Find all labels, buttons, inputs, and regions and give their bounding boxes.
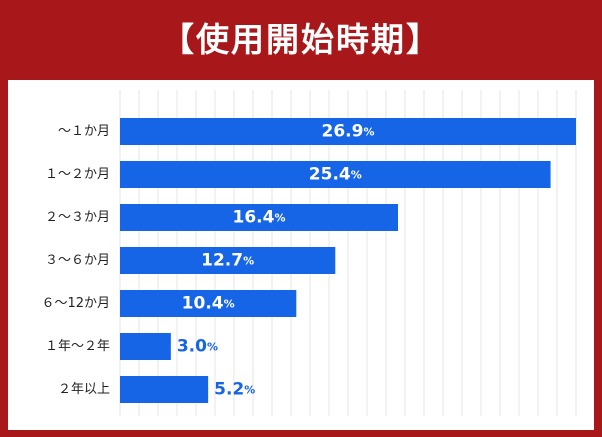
data-label: 16.4% [233,208,286,228]
category-label: ６～12か月 [41,296,110,311]
data-label: 25.4% [309,165,362,185]
bar [120,376,209,403]
category-label: ２～３か月 [45,210,110,225]
bar-chart: ～１か月 26.9% １～２か月 25.4% ２～３か月 16.4% ３～６か月 12.7% ６… [41,90,577,416]
bar [120,204,399,231]
category-label: ～１か月 [58,124,110,139]
bar [120,161,551,188]
bar [120,333,171,360]
category-label: １年～２年 [45,339,110,354]
data-label: 5.2% [214,380,255,400]
data-label: 12.7% [201,251,254,271]
category-label: ３～６か月 [45,253,110,268]
bar [120,290,297,317]
bar [120,247,336,274]
chart-title: 【使用開始時期】 [161,20,441,59]
category-label: ２年以上 [58,382,110,397]
bar [120,118,576,145]
data-label: 10.4% [182,294,235,314]
category-label: １～２か月 [45,167,110,182]
data-label: 26.9% [322,122,375,142]
chart-panel: ～１か月 26.9% １～２か月 25.4% ２～３か月 16.4% ３～６か月 12.7% ６… [8,80,594,430]
data-label: 3.0% [177,337,218,357]
